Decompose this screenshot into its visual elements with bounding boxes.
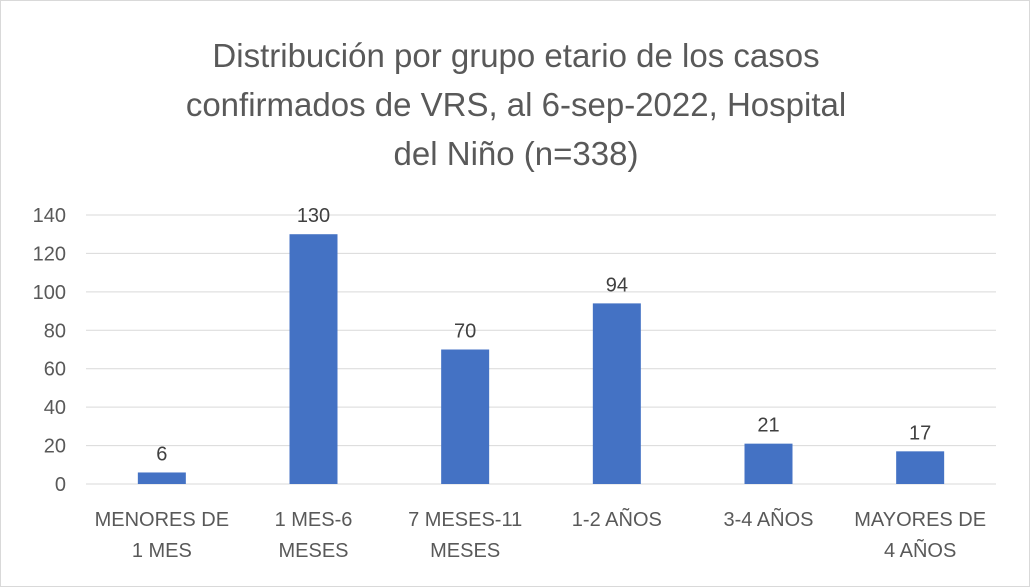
bar-2: [441, 349, 490, 484]
data-label-3: 94: [606, 274, 628, 296]
chart-title: Distribución por grupo etario de los cas…: [116, 31, 916, 178]
category-label-4-0: 3-4 AÑOS: [723, 507, 813, 531]
bar-0: [137, 472, 186, 484]
category-label-0-0: MENORES DE: [95, 509, 229, 531]
category-label-5-1: 4 AÑOS: [884, 538, 956, 562]
category-label-1-1: MESES: [278, 540, 348, 562]
bar-4: [744, 443, 793, 484]
y-tick-label-6: 120: [33, 243, 66, 265]
data-label-0: 6: [156, 443, 167, 465]
y-tick-label-5: 100: [33, 282, 66, 304]
category-label-0-1: 1 MES: [132, 540, 192, 562]
category-label-5-0: MAYORES DE: [854, 509, 986, 531]
bar-5: [896, 451, 945, 484]
data-label-5: 17: [909, 422, 931, 444]
category-label-2-1: MESES: [430, 540, 500, 562]
data-label-4: 21: [757, 415, 779, 437]
category-label-3-0: 1-2 AÑOS: [572, 507, 662, 531]
chart-title-line-3: del Niño (n=338): [393, 135, 639, 172]
bar-3: [592, 303, 641, 484]
data-label-1: 130: [297, 205, 330, 227]
category-label-1-0: 1 MES-6: [275, 509, 353, 531]
chart-title-line-1: Distribución por grupo etario de los cas…: [212, 37, 820, 74]
y-tick-label-7: 140: [33, 205, 66, 227]
data-label-2: 70: [454, 321, 476, 343]
y-tick-label-1: 20: [44, 436, 66, 458]
y-tick-label-4: 80: [44, 320, 66, 342]
y-tick-label-0: 0: [55, 474, 66, 496]
category-label-2-0: 7 MESES-11: [408, 509, 522, 531]
y-tick-label-3: 60: [44, 359, 66, 381]
y-tick-label-2: 40: [44, 397, 66, 419]
chart-title-line-2: confirmados de VRS, al 6-sep-2022, Hospi…: [185, 86, 847, 123]
bar-1: [289, 234, 338, 484]
